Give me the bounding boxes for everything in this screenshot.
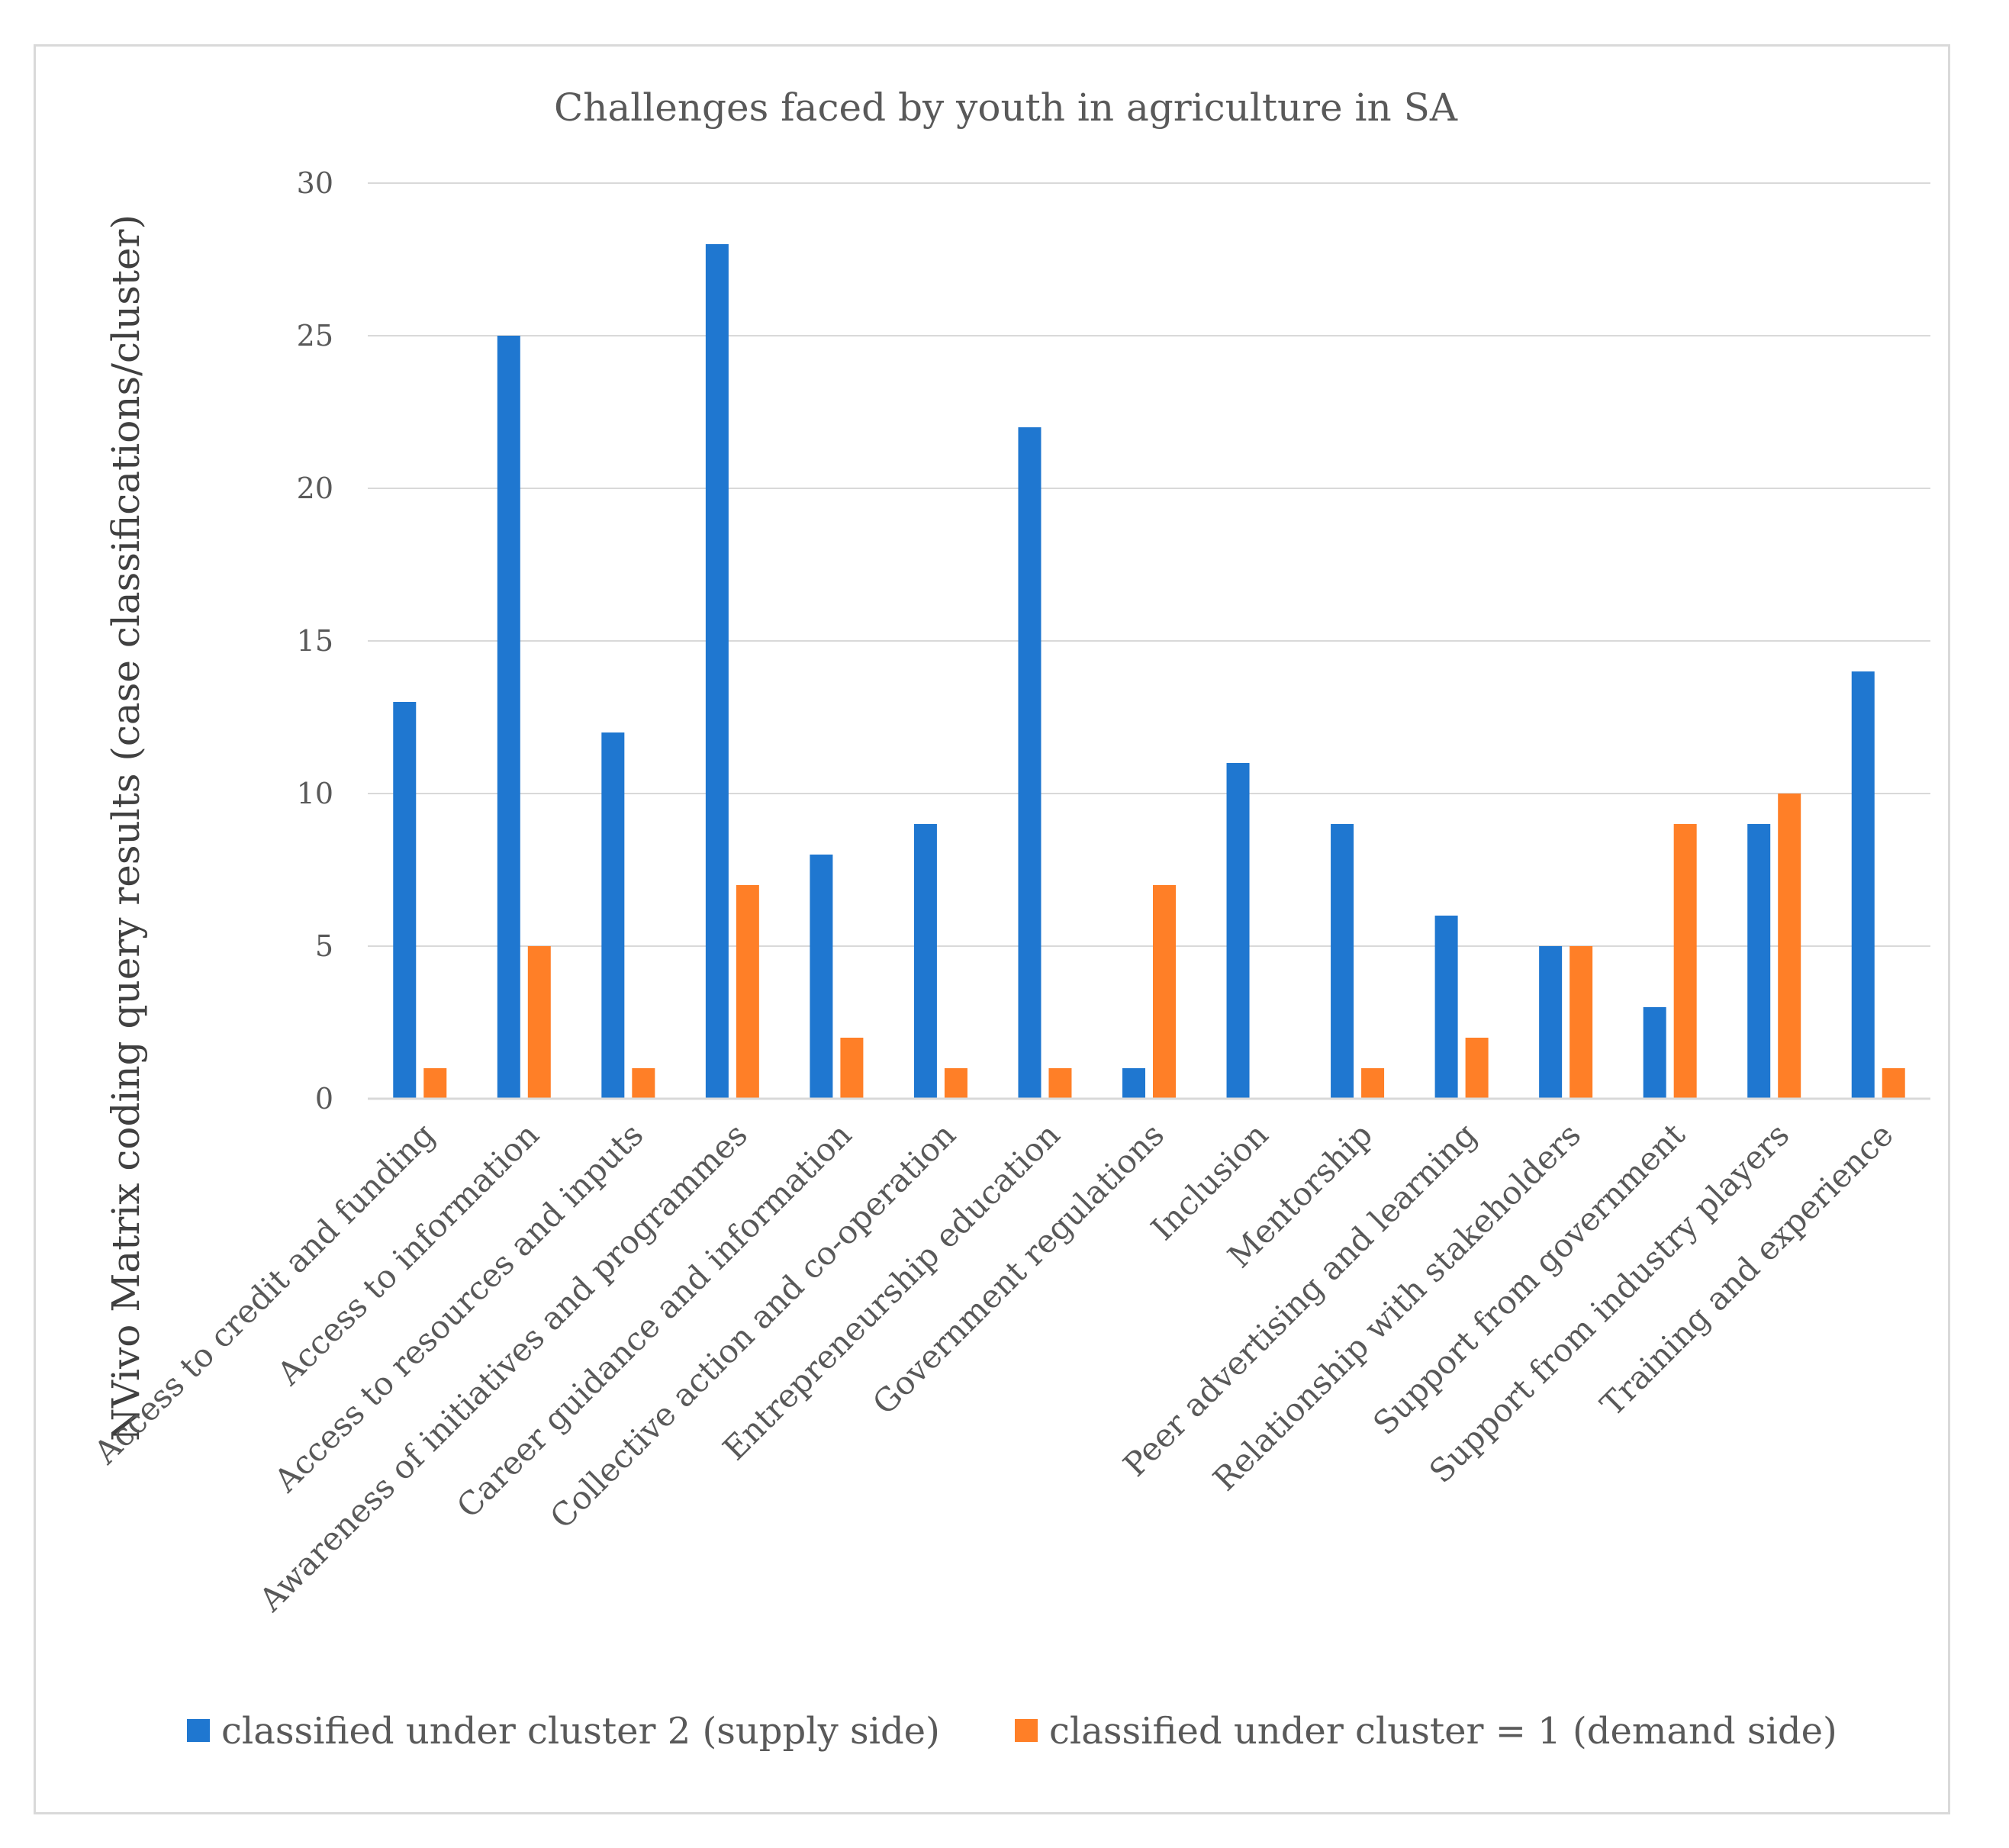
bar-demand — [1673, 824, 1697, 1099]
bar-supply — [1018, 427, 1042, 1099]
bar-supply — [1643, 1007, 1666, 1099]
bar-supply — [1539, 946, 1563, 1099]
x-tick-label: Awareness of initiatives and programmes — [251, 1116, 754, 1618]
bar-supply — [913, 824, 937, 1099]
x-tick-label: Access to resources and inputs — [266, 1116, 650, 1499]
bar-demand — [527, 946, 551, 1099]
bar-demand — [1882, 1068, 1905, 1099]
bar-supply — [393, 702, 417, 1099]
bar-demand — [1570, 946, 1593, 1099]
bar-demand — [1778, 794, 1801, 1099]
bar-supply — [1434, 916, 1458, 1099]
y-tick-label: 15 — [297, 624, 333, 658]
legend: classified under cluster 2 (supply side)… — [187, 1710, 1837, 1753]
bar-demand — [423, 1068, 447, 1099]
legend-label: classified under cluster 2 (supply side) — [221, 1710, 940, 1753]
bar-demand — [736, 885, 759, 1099]
bar-supply — [1226, 763, 1250, 1099]
chart-title: Challenges faced by youth in agriculture… — [554, 85, 1458, 130]
y-tick-label: 20 — [297, 472, 333, 505]
y-tick-label: 0 — [315, 1082, 333, 1116]
bar-demand — [1153, 885, 1176, 1099]
bar-demand — [1465, 1038, 1489, 1099]
y-tick-label: 25 — [297, 319, 333, 353]
bar-demand — [1048, 1068, 1072, 1099]
y-tick-label: 10 — [297, 777, 333, 810]
bar-demand — [632, 1068, 655, 1099]
bar-demand — [944, 1068, 967, 1099]
bar-supply — [810, 855, 833, 1099]
bars — [393, 244, 1905, 1099]
legend-label: classified under cluster = 1 (demand sid… — [1049, 1710, 1837, 1753]
bar-demand — [1361, 1068, 1385, 1099]
y-tick-label: 30 — [297, 166, 333, 200]
bar-supply — [1747, 824, 1771, 1099]
bar-supply — [1331, 824, 1354, 1099]
bar-supply — [1851, 671, 1875, 1099]
x-tick-label: Relationship with stakeholders — [1206, 1116, 1588, 1498]
legend-swatch — [1015, 1719, 1038, 1742]
y-axis-label: NVivo Matrix coding query results (case … — [104, 214, 148, 1441]
y-tick-label: 5 — [315, 929, 333, 963]
bar-demand — [840, 1038, 864, 1099]
bar-supply — [705, 244, 729, 1099]
gridlines — [368, 182, 1930, 947]
bar-supply — [1122, 1068, 1145, 1099]
bar-supply — [497, 336, 520, 1099]
legend-swatch — [187, 1719, 210, 1742]
chart-frame — [34, 44, 1950, 1814]
y-axis-ticks: 0 5 10 15 20 25 30 — [297, 166, 333, 1116]
bar-supply — [601, 732, 625, 1099]
